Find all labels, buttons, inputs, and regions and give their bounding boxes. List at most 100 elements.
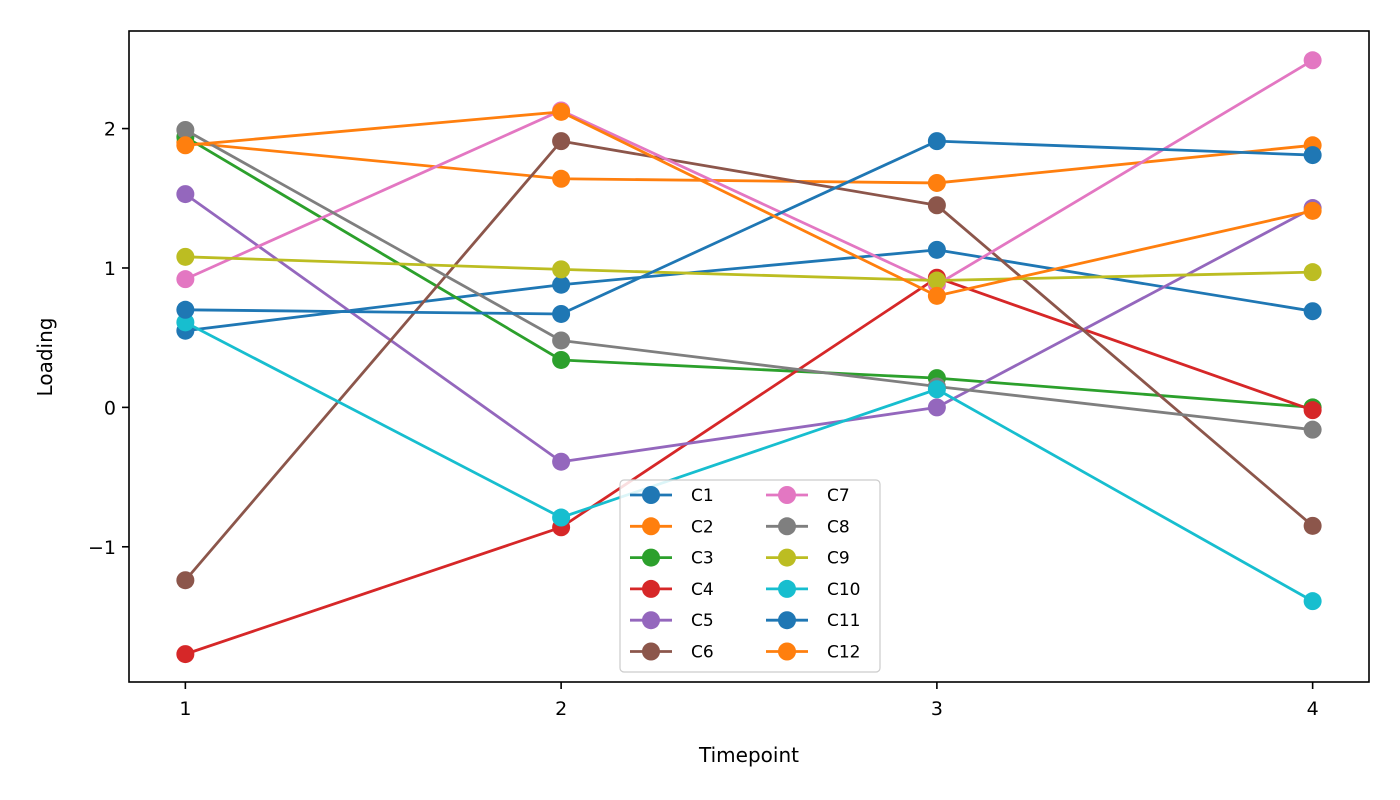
legend-swatch-marker <box>642 486 660 504</box>
legend-item-c2: C2 <box>630 517 714 537</box>
legend-swatch-marker <box>778 517 796 536</box>
x-tick-label: 1 <box>179 698 191 720</box>
data-point <box>1303 263 1322 282</box>
series-line-c9 <box>185 255 1313 282</box>
x-tick-label: 2 <box>555 698 567 720</box>
series-c12 <box>176 102 1322 305</box>
data-point <box>927 380 946 399</box>
data-point <box>552 304 571 323</box>
data-point <box>927 132 946 151</box>
data-point <box>552 132 571 151</box>
legend-swatch-marker <box>778 611 796 630</box>
legend-item-c9: C9 <box>766 548 850 569</box>
data-point <box>1303 201 1322 220</box>
data-point <box>927 271 946 290</box>
data-point <box>176 300 195 319</box>
legend-swatch-marker <box>778 486 796 504</box>
data-point <box>1303 401 1322 420</box>
data-point <box>1303 592 1322 611</box>
series-line-c7 <box>184 59 1314 287</box>
legend-label: C7 <box>827 486 850 506</box>
legend-label: C1 <box>691 486 714 506</box>
data-point <box>927 196 946 215</box>
series-line-c11 <box>185 139 1313 316</box>
legend-label: C6 <box>691 643 714 663</box>
data-point <box>927 286 946 305</box>
series-line-c3 <box>184 135 1313 409</box>
series-line-c5 <box>184 192 1314 464</box>
y-axis-title: Loading <box>33 318 57 397</box>
data-point <box>552 275 571 294</box>
y-tick-label: 1 <box>104 258 116 280</box>
series-line-c2 <box>185 141 1313 185</box>
legend-item-c10: C10 <box>766 579 861 600</box>
legend-item-c12: C12 <box>766 642 861 663</box>
series-line-c10 <box>184 321 1314 603</box>
data-point <box>176 120 195 139</box>
series-line-c1 <box>185 248 1313 333</box>
series-line-c8 <box>184 128 1313 432</box>
series-c9 <box>176 247 1322 290</box>
legend-swatch-marker <box>642 579 660 598</box>
series-c11 <box>176 132 1322 323</box>
legend-label: C12 <box>827 643 861 663</box>
legend-label: C11 <box>827 611 861 631</box>
axis-ticks: 1 2 3 4 −1 0 1 2 <box>88 119 1319 720</box>
series-line-c6 <box>184 139 1314 582</box>
data-point <box>552 260 571 279</box>
legend-swatch-marker <box>778 642 796 661</box>
x-tick-label: 4 <box>1307 698 1319 720</box>
x-axis-title: Timepoint <box>698 743 799 767</box>
legend-swatch-marker <box>642 548 660 567</box>
data-point <box>176 247 195 266</box>
legend-label: C5 <box>691 611 714 631</box>
data-point <box>552 169 571 188</box>
data-point <box>1303 146 1322 165</box>
series-line-c12 <box>185 110 1313 298</box>
legend-item-c4: C4 <box>630 579 714 600</box>
data-point <box>1303 302 1322 321</box>
data-point <box>1303 420 1322 439</box>
data-point <box>176 313 195 332</box>
x-tick-label: 3 <box>931 698 943 720</box>
series-layer <box>176 51 1322 664</box>
legend-swatch-marker <box>778 548 796 567</box>
legend-label: C9 <box>827 549 850 569</box>
legend-label: C2 <box>691 517 714 537</box>
data-point <box>552 452 571 471</box>
data-point <box>552 350 571 369</box>
data-point <box>927 398 946 417</box>
legend-swatch-marker <box>642 642 660 661</box>
data-point <box>927 173 946 192</box>
y-tick-label: 2 <box>104 119 116 141</box>
legend-swatch-marker <box>642 611 660 630</box>
data-point <box>176 185 195 204</box>
y-tick-label: −1 <box>88 537 116 559</box>
legend: C1 C2 C3 C4 C5 C6 C7 C8 C9 C10 C11 C12 <box>619 479 881 673</box>
legend-item-c6: C6 <box>630 642 714 663</box>
legend-item-c8: C8 <box>766 517 850 537</box>
legend-label: C3 <box>691 549 714 569</box>
legend-frame <box>619 479 881 673</box>
data-point <box>176 270 195 289</box>
legend-item-c1: C1 <box>630 486 714 506</box>
legend-item-c5: C5 <box>630 611 714 631</box>
legend-swatch-marker <box>778 579 796 598</box>
legend-label: C10 <box>827 580 861 600</box>
series-c6 <box>176 132 1322 590</box>
series-c10 <box>176 313 1322 611</box>
data-point <box>927 240 946 259</box>
series-line-c4 <box>184 276 1314 656</box>
data-point <box>552 331 571 350</box>
legend-item-c3: C3 <box>630 548 714 569</box>
legend-label: C4 <box>691 580 714 600</box>
plot-frame <box>128 30 1370 683</box>
data-point <box>1303 516 1322 535</box>
data-point <box>552 102 571 121</box>
data-point <box>552 508 571 527</box>
legend-item-c11: C11 <box>766 611 861 631</box>
data-point <box>176 136 195 155</box>
data-point <box>1303 51 1322 70</box>
